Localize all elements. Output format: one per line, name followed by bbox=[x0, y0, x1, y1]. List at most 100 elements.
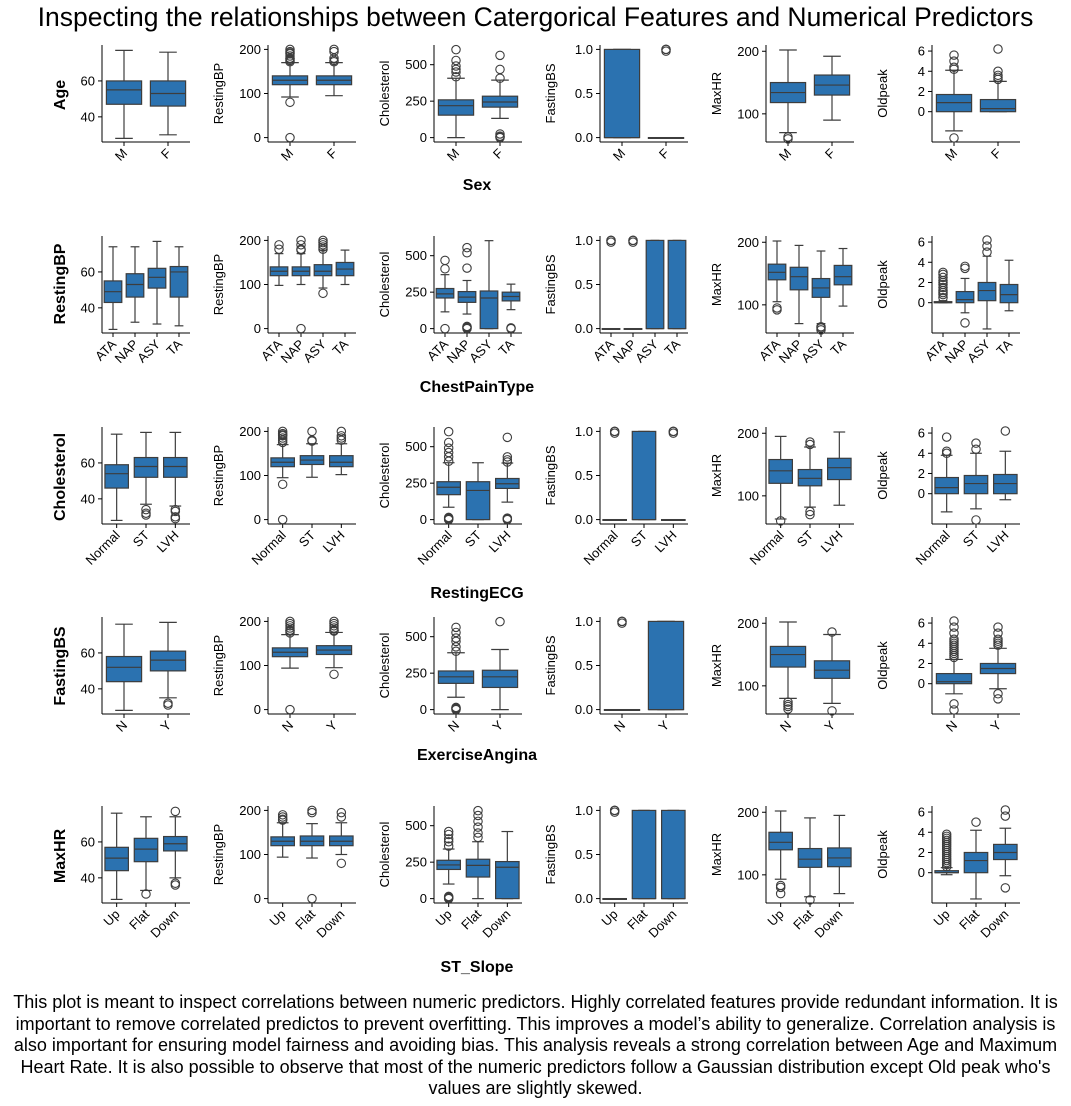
group-axis-label: RestingECG bbox=[430, 585, 523, 602]
outlier-point bbox=[318, 235, 328, 246]
outlier-point bbox=[941, 446, 952, 456]
box bbox=[963, 851, 989, 874]
y-axis-label: FastingBS bbox=[543, 824, 558, 884]
y-tick-label: 100 bbox=[239, 658, 261, 673]
y-tick-label: 200 bbox=[239, 614, 261, 629]
outlier-point bbox=[141, 508, 151, 518]
y-tick-label: 100 bbox=[737, 678, 759, 693]
x-tick-label: ASY bbox=[466, 336, 495, 365]
y-tick-label: 100 bbox=[239, 847, 261, 862]
outlier-point bbox=[170, 806, 181, 817]
y-axis-label: RestingBP bbox=[211, 635, 226, 696]
outlier-point bbox=[938, 272, 948, 283]
x-tick-label: LVH bbox=[486, 528, 514, 556]
box bbox=[667, 239, 687, 330]
outlier-point bbox=[606, 235, 616, 246]
y-tick-label: 100 bbox=[737, 867, 759, 882]
y-axis-label: RestingBP bbox=[211, 824, 226, 885]
outlier-point bbox=[805, 439, 815, 450]
outlier-point bbox=[329, 616, 339, 627]
y-tick-label: 0 bbox=[420, 512, 427, 527]
outlier-point bbox=[336, 858, 347, 869]
box bbox=[631, 809, 657, 900]
y-tick-label: 2 bbox=[918, 275, 925, 290]
outlier-point bbox=[993, 694, 1003, 704]
outlier-point bbox=[949, 628, 959, 638]
y-tick-label: 200 bbox=[737, 235, 759, 250]
y-axis-label: FastingBS bbox=[543, 254, 558, 314]
y-tick-label: 200 bbox=[737, 805, 759, 820]
y-tick-label: 0 bbox=[254, 891, 261, 906]
y-tick-label: 250 bbox=[405, 666, 427, 681]
outlier-point bbox=[285, 44, 295, 55]
y-tick-label: 1.0 bbox=[575, 42, 593, 57]
figure-caption: This plot is meant to inspect correlatio… bbox=[13, 992, 1058, 1098]
outlier-point bbox=[473, 832, 483, 843]
box bbox=[977, 281, 997, 302]
x-tick-label: M bbox=[444, 146, 462, 164]
box bbox=[631, 430, 657, 521]
box bbox=[999, 283, 1019, 304]
y-tick-label: 100 bbox=[737, 488, 759, 503]
x-tick-label: Y bbox=[323, 717, 340, 734]
y-tick-label: 200 bbox=[737, 426, 759, 441]
y-tick-label: 2 bbox=[918, 466, 925, 481]
box bbox=[105, 80, 143, 105]
x-tick-label: Normal bbox=[581, 527, 621, 567]
outlier-point bbox=[443, 447, 454, 458]
outlier-point bbox=[443, 829, 454, 840]
outlier-point bbox=[329, 669, 339, 680]
outlier-point bbox=[783, 704, 793, 714]
x-tick-label: Down bbox=[147, 907, 181, 941]
y-axis-label: Oldpeak bbox=[875, 830, 890, 879]
outlier-point bbox=[1000, 883, 1011, 893]
outlier-point bbox=[451, 55, 461, 66]
y-axis-label: Cholesterol bbox=[377, 633, 392, 699]
outlier-point bbox=[502, 452, 513, 462]
box bbox=[133, 837, 159, 863]
y-tick-label: 0.0 bbox=[575, 891, 593, 906]
outlier-point bbox=[277, 479, 288, 490]
outlier-point bbox=[993, 689, 1003, 699]
x-tick-label: ASY bbox=[632, 336, 661, 365]
outlier-point bbox=[495, 129, 505, 139]
box bbox=[797, 847, 823, 868]
x-tick-label: Down bbox=[645, 907, 679, 941]
y-tick-label: 200 bbox=[239, 42, 261, 57]
box bbox=[768, 831, 794, 851]
outlier-point bbox=[495, 64, 505, 75]
x-tick-label: N bbox=[279, 718, 296, 735]
outlier-point bbox=[170, 878, 181, 888]
x-tick-label: ST bbox=[130, 527, 152, 549]
y-tick-label: 1.0 bbox=[575, 424, 593, 439]
x-tick-label: Up bbox=[100, 907, 122, 929]
box bbox=[826, 847, 852, 868]
box bbox=[104, 846, 130, 872]
y-tick-label: 0 bbox=[918, 295, 925, 310]
y-axis-label: Cholesterol bbox=[377, 252, 392, 318]
outlier-point bbox=[772, 303, 782, 313]
y-axis-label: Cholesterol bbox=[377, 61, 392, 127]
y-tick-label: 40 bbox=[81, 109, 95, 124]
y-axis-label: Oldpeak bbox=[875, 69, 890, 118]
outlier-point bbox=[277, 514, 288, 525]
box bbox=[797, 468, 823, 487]
outlier-point bbox=[805, 506, 815, 517]
x-tick-label: F bbox=[490, 145, 506, 161]
y-axis-label: MaxHR bbox=[709, 454, 724, 497]
x-tick-label: ST bbox=[794, 527, 816, 549]
x-tick-label: Down bbox=[811, 907, 845, 941]
y-tick-label: 0 bbox=[254, 321, 261, 336]
outlier-point bbox=[443, 834, 454, 844]
y-tick-label: 60 bbox=[81, 834, 95, 849]
outlier-point bbox=[451, 44, 461, 55]
outlier-point bbox=[285, 132, 295, 143]
box bbox=[125, 273, 145, 298]
y-tick-label: 100 bbox=[737, 297, 759, 312]
outlier-point bbox=[443, 841, 454, 851]
box bbox=[833, 264, 853, 286]
box bbox=[465, 481, 491, 521]
outlier-point bbox=[960, 318, 970, 328]
outlier-point bbox=[805, 437, 815, 447]
outlier-point bbox=[296, 240, 306, 250]
